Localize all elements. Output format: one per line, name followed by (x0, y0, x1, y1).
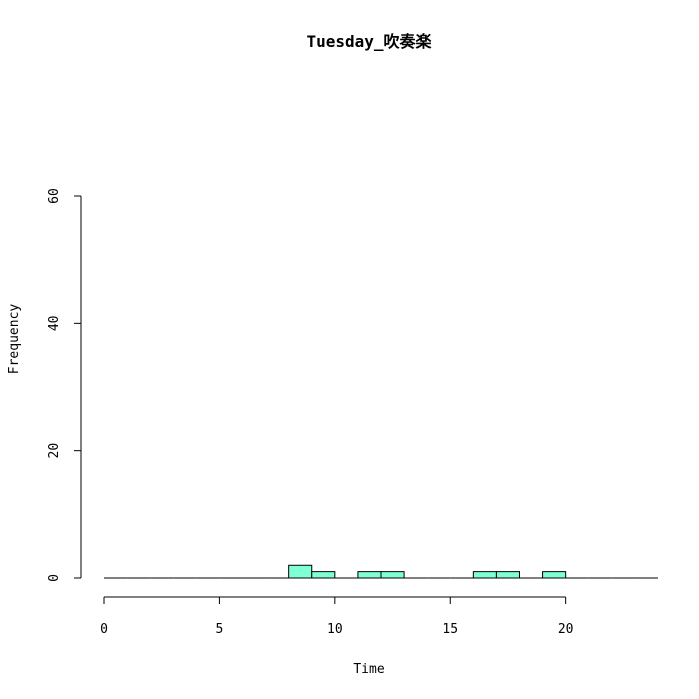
x-tick-label: 15 (442, 622, 458, 637)
histogram-bar (472, 571, 497, 579)
histogram-bar (311, 571, 336, 579)
histogram-bar (542, 571, 567, 579)
chart-title: Tuesday_吹奏楽 (306, 32, 432, 51)
histogram-bars (104, 564, 658, 579)
histogram-bar (380, 571, 405, 579)
x-tick-label: 5 (216, 622, 224, 637)
y-axis-ticks: 0 20 40 60 (47, 188, 81, 582)
y-tick-label: 0 (47, 574, 62, 582)
histogram-bar (357, 571, 382, 579)
y-tick-label: 20 (47, 443, 62, 459)
x-axis-ticks: 0 5 10 15 20 (100, 597, 573, 637)
histogram-bar (288, 564, 313, 579)
x-tick-label: 0 (100, 622, 108, 637)
y-tick-label: 60 (47, 188, 62, 204)
x-axis-label: Time (353, 662, 384, 677)
y-tick-label: 40 (47, 316, 62, 332)
y-axis-label: Frequency (7, 304, 22, 375)
x-tick-label: 10 (327, 622, 343, 637)
histogram-bar (495, 571, 520, 579)
x-tick-label: 20 (558, 622, 574, 637)
